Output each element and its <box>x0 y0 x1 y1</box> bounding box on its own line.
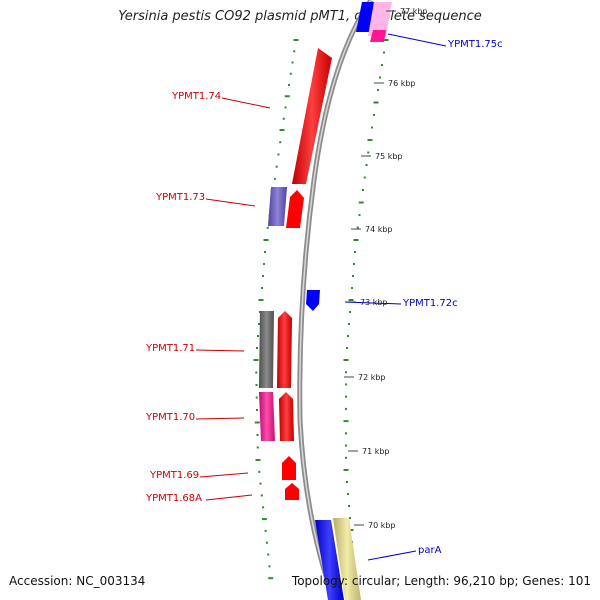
topology-summary: Topology: circular; Length: 96,210 bp; G… <box>291 574 591 588</box>
scale-ticks: 77 kbp 76 kbp 75 kbp 74 kbp 73 kbp 72 kbp 71 k… <box>344 7 428 530</box>
gene-leader-line <box>195 349 245 352</box>
map-title: Yersinia pestis CO92 plasmid pMT1, compl… <box>118 9 482 24</box>
scale-tick-label: 73 kbp <box>360 298 388 307</box>
gene-leader-line <box>205 198 256 207</box>
gene-ypmt1-68a[interactable] <box>285 483 299 500</box>
gene-blue-top[interactable] <box>356 2 374 32</box>
gene-leader-line <box>344 301 402 305</box>
accession-label: Accession: NC_003134 <box>9 574 146 588</box>
scale-tick-label: 72 kbp <box>358 373 386 382</box>
gc-content-ring-outer <box>343 39 389 579</box>
gene-label-ypmt1-70[interactable]: YPMT1.70 <box>145 412 195 423</box>
gene-leader-line <box>221 97 271 109</box>
gene-leader-line <box>199 472 249 478</box>
gene-shading <box>259 48 361 600</box>
gene-label-ypmt1-68a[interactable]: YPMT1.68A <box>145 493 202 504</box>
plasmid-backbone-highlight <box>299 0 372 600</box>
gene-leader-line <box>205 494 253 501</box>
gene-leader-line <box>387 33 447 47</box>
gene-label-ypmt1-74[interactable]: YPMT1.74 <box>171 91 221 102</box>
gene-label-ypmt1-72c[interactable]: YPMT1.72c <box>402 298 458 309</box>
scale-tick-label: 77 kbp <box>400 7 428 16</box>
gene-ypmt1-72c[interactable] <box>306 290 320 311</box>
scale-tick-label: 74 kbp <box>365 225 393 234</box>
gene-ypmt1-75c[interactable] <box>370 30 386 42</box>
gene-leader-line <box>195 417 245 420</box>
scale-tick-label: 75 kbp <box>375 152 403 161</box>
gene-ypmt1-73[interactable] <box>286 190 304 228</box>
gene-label-ypmt1-75c[interactable]: YPMT1.75c <box>447 39 503 50</box>
gene-label-para[interactable]: parA <box>418 545 442 556</box>
gene-label-ypmt1-69[interactable]: YPMT1.69 <box>149 470 199 481</box>
gene-leader-line <box>367 550 417 561</box>
gene-labels: YPMT1.75c YPMT1.74 YPMT1.73 YPMT1.72c YPMT1.… <box>145 33 503 561</box>
scale-tick-label: 70 kbp <box>368 521 396 530</box>
gene-ypmt1-69[interactable] <box>282 456 296 480</box>
gene-label-ypmt1-73[interactable]: YPMT1.73 <box>155 192 205 203</box>
gc-content-ring-inner <box>253 39 299 580</box>
gene-label-ypmt1-71[interactable]: YPMT1.71 <box>145 343 195 354</box>
scale-tick-label: 76 kbp <box>388 79 416 88</box>
scale-tick-label: 71 kbp <box>362 447 390 456</box>
